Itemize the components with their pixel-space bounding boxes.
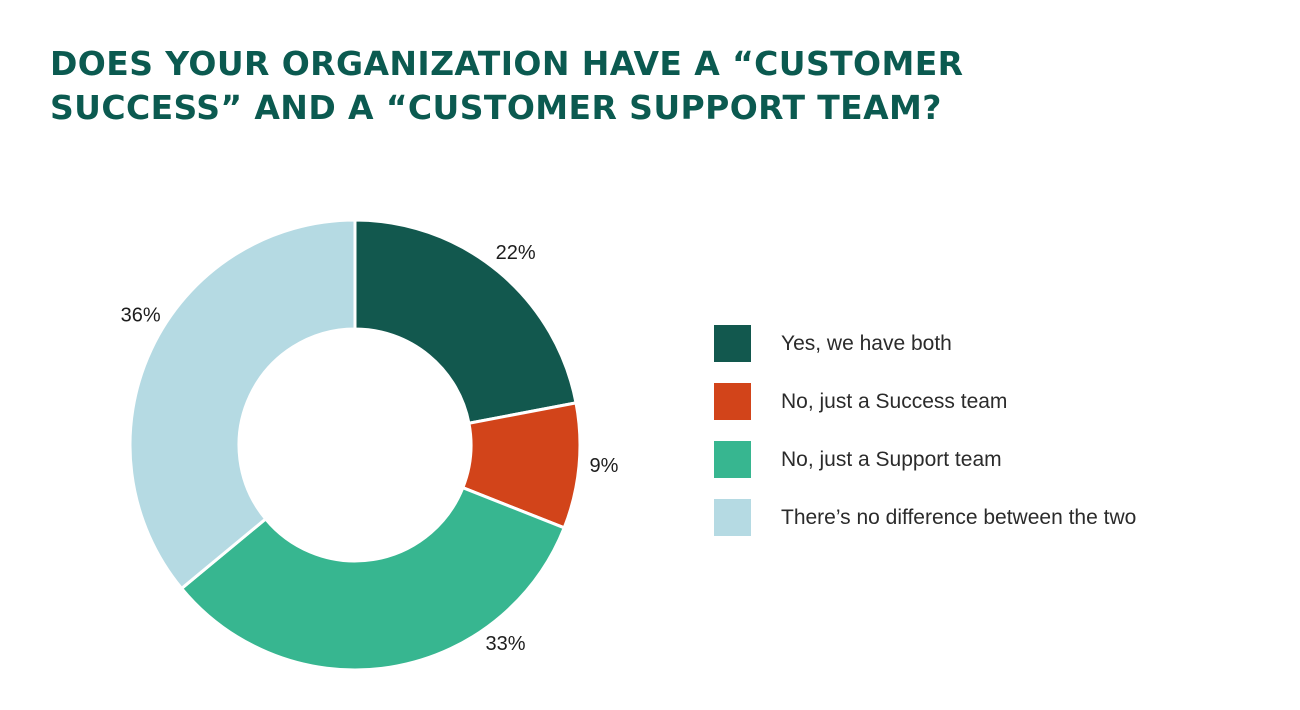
legend-color-swatch xyxy=(714,383,751,420)
chart-title: DOES YOUR ORGANIZATION HAVE A “CUSTOMER … xyxy=(50,44,964,127)
legend-label: Yes, we have both xyxy=(781,331,952,355)
slice-percent-label: 33% xyxy=(485,633,525,655)
legend-item: There’s no difference between the two xyxy=(714,499,1136,536)
donut-slice xyxy=(128,218,357,590)
legend-item: No, just a Support team xyxy=(714,441,1136,478)
legend: Yes, we have both No, just a Success tea… xyxy=(714,325,1136,536)
slice-percent-label: 36% xyxy=(121,304,161,326)
donut-slice xyxy=(180,486,566,672)
legend-item: Yes, we have both xyxy=(714,325,1136,362)
slice-percent-label: 9% xyxy=(590,455,619,477)
slice-percent-label: 22% xyxy=(496,242,536,264)
donut-slice xyxy=(353,218,578,425)
legend-label: No, just a Success team xyxy=(781,389,1008,413)
legend-item: No, just a Success team xyxy=(714,383,1136,420)
legend-color-swatch xyxy=(714,499,751,536)
legend-label: There’s no difference between the two xyxy=(781,505,1137,529)
legend-color-swatch xyxy=(714,325,751,362)
legend-color-swatch xyxy=(714,441,751,478)
legend-label: No, just a Support team xyxy=(781,447,1002,471)
